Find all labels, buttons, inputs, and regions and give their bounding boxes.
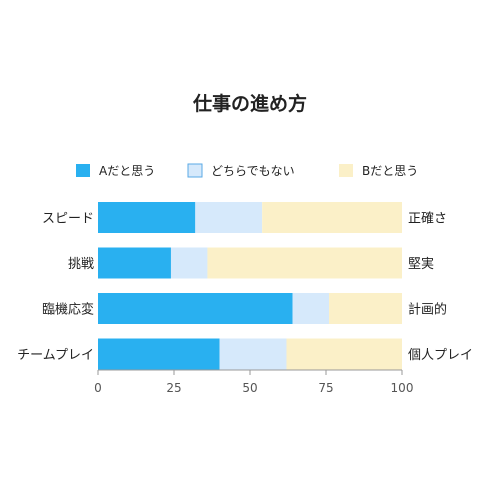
right-label-2: 堅実 (408, 256, 434, 272)
right-label-4: 個人プレイ (408, 348, 473, 363)
x-tick-label-3: 50 (242, 381, 257, 395)
x-axis: 0 25 50 75 100 (94, 369, 414, 395)
legend-label-1: Aだと思う (99, 164, 155, 178)
x-tick-label-5: 100 (391, 381, 414, 395)
legend-swatch-2 (187, 163, 203, 178)
bar-3-series-3 (329, 293, 402, 324)
bars (98, 202, 402, 370)
bar-3-series-1 (98, 293, 293, 324)
legend-label-3: Bだと思う (362, 164, 418, 178)
bar-2-series-2 (170, 247, 208, 279)
legend-label-2: どちらでもない (211, 164, 295, 178)
category-label-4: チームプレイ (17, 348, 94, 363)
category-label-1: スピード (42, 212, 94, 227)
x-tick-label-1: 0 (94, 381, 102, 395)
legend-swatch-3 (339, 164, 353, 177)
right-label-1: 正確さ (408, 211, 447, 227)
chart-title: 仕事の進め方 (192, 92, 307, 115)
legend-swatch-1 (76, 164, 90, 177)
bar-2-series-3 (207, 247, 402, 279)
bar-4-series-3 (286, 338, 402, 370)
bar-4-series-1 (98, 338, 220, 370)
bar-1-series-3 (262, 202, 402, 233)
bar-1-series-2 (195, 202, 263, 233)
category-label-2: 挑戦 (68, 257, 94, 272)
category-label-3: 臨機応変 (42, 302, 94, 318)
bar-1-series-1 (98, 202, 196, 233)
legend: Aだと思う どちらでもない Bだと思う (76, 163, 418, 178)
bar-2-series-1 (98, 247, 171, 279)
bar-3-series-2 (292, 293, 330, 324)
x-tick-label-2: 25 (166, 381, 181, 395)
right-label-3: 計画的 (408, 302, 447, 318)
bar-4-series-2 (219, 338, 287, 370)
x-tick-label-4: 75 (318, 381, 333, 395)
